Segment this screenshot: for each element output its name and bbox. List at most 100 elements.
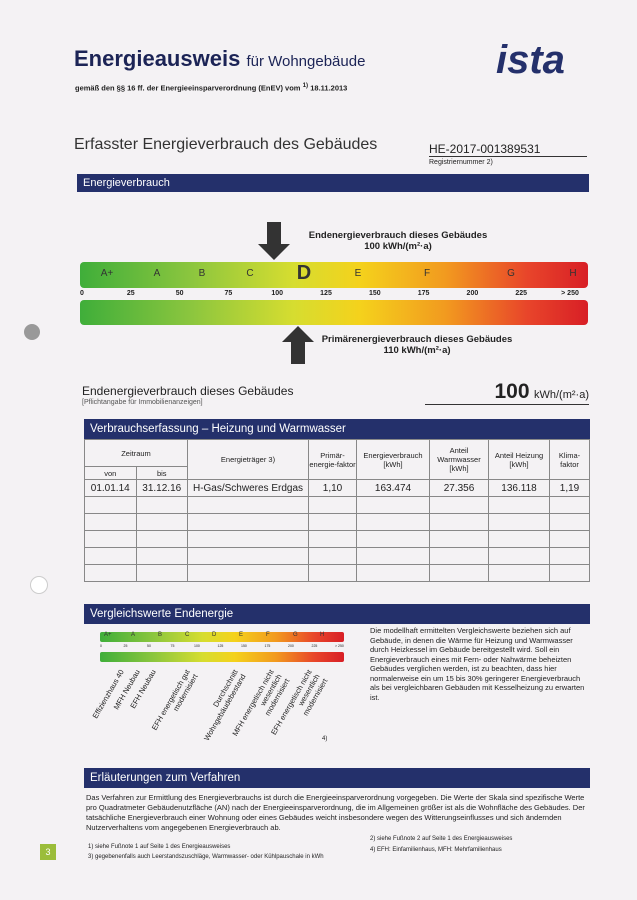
small-tick-label: 175 <box>264 644 271 648</box>
small-tick-label: 50 <box>147 644 151 648</box>
header-cell: Anteil Heizung [kWh] <box>488 439 550 480</box>
small-scale-bar-lower <box>100 652 344 662</box>
small-class-label: H <box>320 632 325 638</box>
empty-cell <box>135 513 188 531</box>
empty-cell <box>308 530 357 548</box>
explanation-text: Das Verfahren zur Ermittlung des Energie… <box>86 793 585 832</box>
empty-cell <box>488 547 550 565</box>
empty-cell <box>84 547 137 565</box>
subtitle-text: gemäß den §§ 16 ff. der Energieeinsparve… <box>75 83 301 93</box>
bottom-label-text: Primärenergieverbrauch dieses Gebäudes <box>321 334 513 345</box>
empty-row <box>84 564 590 582</box>
class-label: C <box>246 268 254 279</box>
empty-row <box>84 513 590 531</box>
data-cell: 27.356 <box>429 479 489 497</box>
top-label-text: Endenergieverbrauch dieses Gebäudes <box>308 230 488 241</box>
title-main: Energieausweis <box>74 46 241 71</box>
empty-cell <box>549 547 590 565</box>
empty-cell <box>356 513 430 531</box>
empty-cell <box>549 564 590 582</box>
logo: ista <box>496 38 565 82</box>
summary-label: Endenergieverbrauch dieses Gebäudes <box>82 384 294 398</box>
empty-cell <box>308 564 357 582</box>
empty-cell <box>549 513 590 531</box>
consumption-table: Zeitraum Energieträger 3) Primär-energie-f… <box>84 439 590 582</box>
bottom-label: Primärenergieverbrauch dieses Gebäudes 11… <box>312 334 522 356</box>
footnote: 1) siehe Fußnote 1 auf Seite 1 des Energ… <box>88 844 231 850</box>
subheader-cell: von <box>84 466 137 480</box>
data-cell: 163.474 <box>356 479 430 497</box>
small-class-label: D <box>212 632 217 638</box>
data-cell: 1,10 <box>308 479 357 497</box>
tick-label: > 250 <box>561 290 579 297</box>
footnote: 4) EFH: Einfamilienhaus, MFH: Mehrfamili… <box>370 847 502 853</box>
section-band: Energieverbrauch <box>77 174 589 192</box>
page-number: 3 <box>40 844 56 860</box>
title-suffix: für Wohngebäude <box>246 53 366 70</box>
class-label: G <box>507 268 515 279</box>
header-cell: Klima-faktor <box>549 439 590 480</box>
small-tick-label: 100 <box>194 644 200 648</box>
footnote: 3) gegebenenfalls auch Leerstandszuschlä… <box>88 854 324 860</box>
empty-cell <box>549 496 590 514</box>
empty-cell <box>488 496 550 514</box>
header-cell: Energieträger 3) <box>187 439 309 480</box>
empty-cell <box>356 564 430 582</box>
small-tick-label: 0 <box>100 644 102 648</box>
empty-cell <box>84 496 137 514</box>
class-label: F <box>423 268 431 279</box>
reg-number: HE-2017-001389531 <box>429 142 587 157</box>
tick-label: 200 <box>466 290 479 297</box>
bottom-label-value: 110 kWh/(m²·a) <box>383 345 451 356</box>
empty-cell <box>187 530 309 548</box>
summary-note: [Pflichtangabe für Immobilienanzeigen] <box>82 399 203 406</box>
header-cell: Anteil Warmwasser [kWh] <box>429 439 489 480</box>
tick-label: 150 <box>368 290 381 297</box>
empty-cell <box>84 564 137 582</box>
tick-label: 25 <box>126 290 135 297</box>
empty-cell <box>308 496 357 514</box>
empty-cell <box>488 513 550 531</box>
small-class-label: G <box>293 632 298 638</box>
empty-cell <box>356 496 430 514</box>
empty-cell <box>488 530 550 548</box>
top-label: Endenergieverbrauch dieses Gebäudes 100 k… <box>298 230 498 252</box>
empty-cell <box>356 547 430 565</box>
empty-cell <box>429 496 489 514</box>
summary-unit: kWh/(m²·a) <box>534 389 589 401</box>
empty-cell <box>84 513 137 531</box>
punch-hole <box>30 576 48 594</box>
class-label: A+ <box>100 268 114 279</box>
scale-bar <box>80 262 588 288</box>
empty-row <box>84 496 590 514</box>
tick-label: 50 <box>175 290 184 297</box>
data-cell: H-Gas/Schweres Erdgas <box>187 479 309 497</box>
arrow-down <box>258 222 290 260</box>
small-class-label: A <box>131 632 136 638</box>
tick-label: 225 <box>515 290 528 297</box>
empty-cell <box>308 547 357 565</box>
small-tick-label: > 250 <box>335 644 344 648</box>
empty-cell <box>549 530 590 548</box>
empty-cell <box>488 564 550 582</box>
punch-hole <box>24 324 40 340</box>
explanation-title: Erläuterungen zum Verfahren <box>84 768 590 788</box>
header-cell: Zeitraum <box>84 439 188 467</box>
title: Energieausweis für Wohngebäude <box>74 46 365 72</box>
tick-label: 100 <box>271 290 284 297</box>
data-row: 01.01.14 31.12.16 H-Gas/Schweres Erdgas 1,1… <box>84 479 590 497</box>
data-cell: 1,19 <box>549 479 590 497</box>
small-tick-label: 125 <box>217 644 224 648</box>
subtitle: gemäß den §§ 16 ff. der Energieeinsparve… <box>75 82 347 93</box>
date: 18.11.2013 <box>310 83 348 93</box>
empty-row <box>84 530 590 548</box>
tick-label: 0 <box>80 290 84 297</box>
small-scale-bar <box>100 632 344 642</box>
tick-label: 175 <box>417 290 430 297</box>
header-cell: Energieverbrauch [kWh] <box>356 439 430 480</box>
empty-cell <box>356 530 430 548</box>
class-label: B <box>198 268 206 279</box>
small-tick-label: 200 <box>288 644 294 648</box>
comparison-title: Vergleichswerte Endenergie <box>84 604 590 624</box>
